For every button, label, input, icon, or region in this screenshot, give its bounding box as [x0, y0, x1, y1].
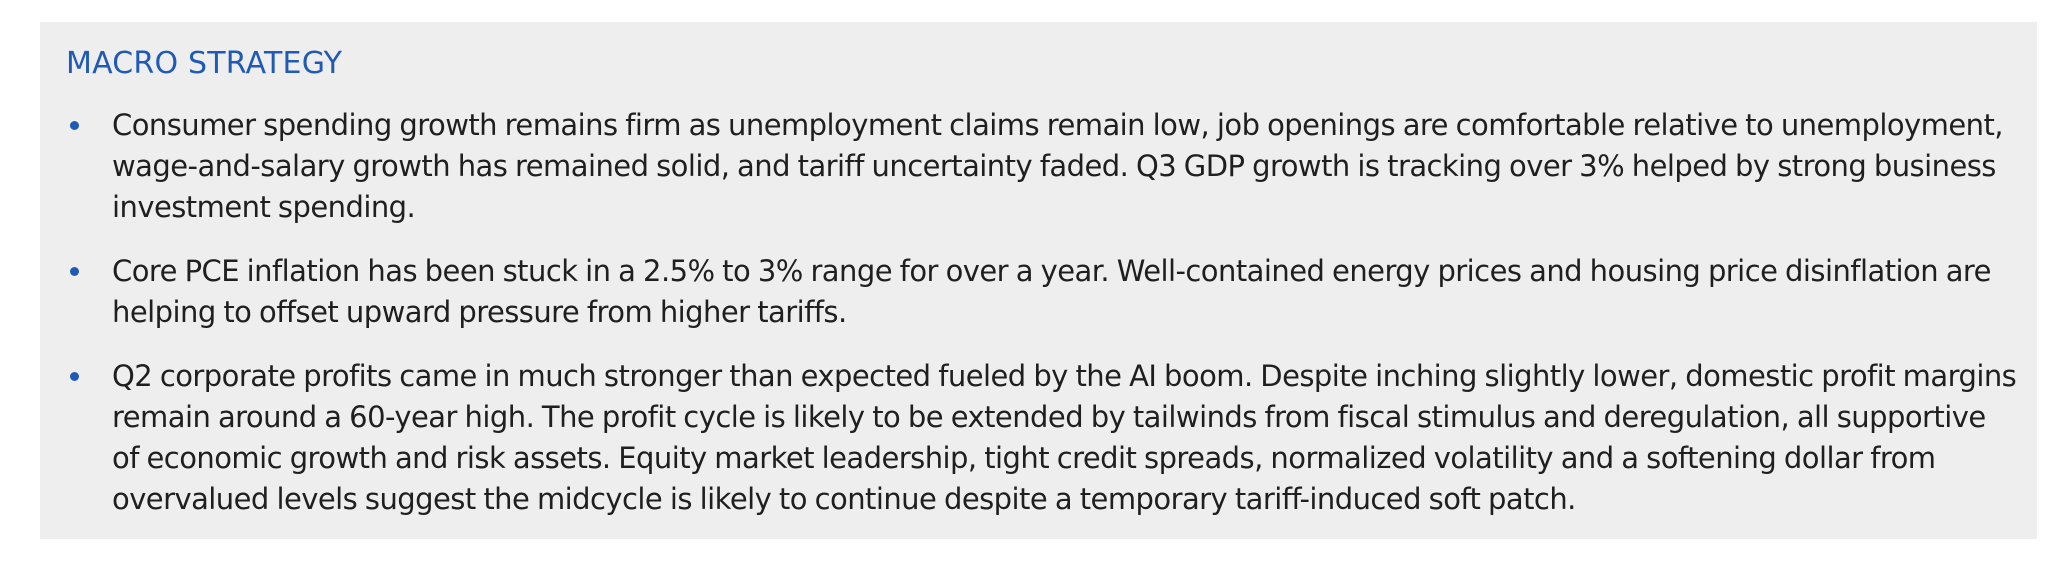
bullet-text: Q2 corporate profits came in much strong…: [112, 359, 2017, 516]
bullet-text: Core PCE inflation has been stuck in a 2…: [112, 254, 1992, 329]
bullet-marker-icon: [70, 267, 79, 276]
bullet-item-consumer-spending: Consumer spending growth remains firm as…: [40, 105, 2037, 228]
bullet-marker-icon: [70, 121, 79, 130]
bullet-text: Consumer spending growth remains firm as…: [112, 108, 2004, 224]
bullet-marker-icon: [70, 372, 79, 381]
bullet-list: Consumer spending growth remains firm as…: [40, 105, 2037, 543]
macro-strategy-panel: MACRO STRATEGY Consumer spending growth …: [40, 22, 2037, 539]
bullet-item-corporate-profits: Q2 corporate profits came in much strong…: [40, 356, 2037, 520]
bullet-item-inflation: Core PCE inflation has been stuck in a 2…: [40, 251, 2037, 333]
section-heading: MACRO STRATEGY: [66, 46, 343, 81]
